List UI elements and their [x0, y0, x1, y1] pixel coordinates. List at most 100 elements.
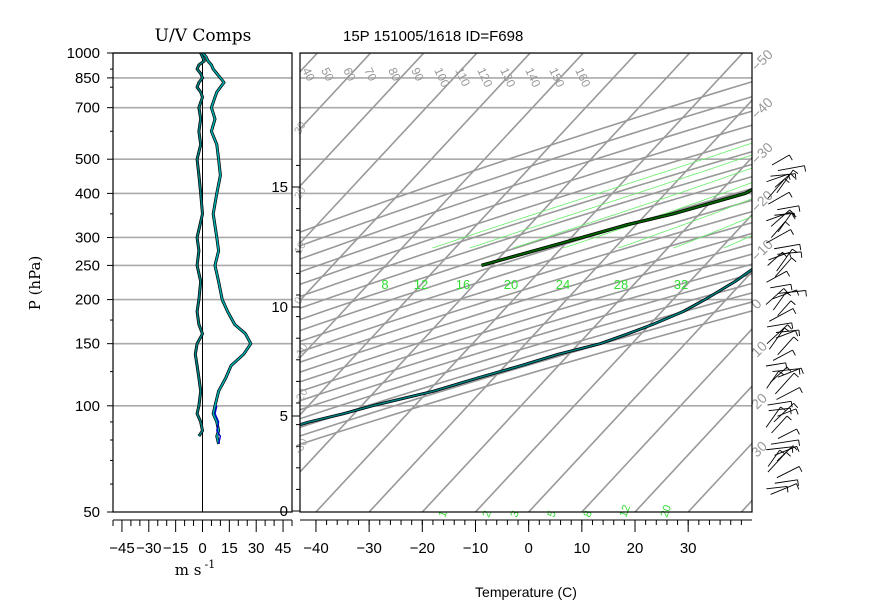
wind-barb [766, 211, 792, 222]
pressure-axis: 1000 850 700 500 400 300 250 200 150 100 50 [67, 45, 113, 521]
wind-barb [768, 251, 790, 261]
wind-barb [765, 288, 785, 305]
wind-barb [775, 330, 796, 339]
wind-barb [765, 362, 786, 367]
wind-barb-flag [788, 154, 793, 161]
wind-barb-flag [805, 290, 807, 297]
mixing-ratio-label: 28 [614, 277, 628, 292]
wind-barb-flag [790, 300, 796, 306]
uv-x-unit: m s [175, 561, 202, 579]
wind-barb-flag [790, 173, 796, 179]
skewt-dry-adiabat [300, 80, 752, 233]
mixing-ratio-label: 20 [504, 277, 518, 292]
skewt-dry-adiabat [300, 110, 752, 260]
wind-barb [768, 407, 791, 412]
uv-title: U/V Comps [155, 26, 252, 46]
wind-barb-flag [789, 209, 795, 215]
wind-barb-flag [780, 406, 786, 411]
mixing-ratio-label: 16 [456, 277, 470, 292]
wind-barb-flag [790, 401, 793, 408]
wind-barb [766, 446, 793, 451]
skewt-moist-adiabat [469, 154, 752, 249]
uv-series-line [194, 53, 206, 437]
pressure-tick-label: 250 [75, 257, 100, 274]
height-tick-label: 0 [280, 503, 288, 520]
temperature-axis-title: Temperature (C) [475, 584, 577, 600]
pressure-tick-label: 400 [75, 185, 100, 202]
skewt-isotherm [421, 156, 752, 512]
wind-barb-flag [785, 451, 791, 457]
uv-x-tick-label: 15 [221, 540, 238, 557]
wind-barb-flag [786, 270, 790, 277]
wind-barb [766, 322, 792, 328]
wind-barb [777, 408, 797, 417]
skewt-dry-adiabat [300, 124, 752, 273]
wind-barb [766, 173, 789, 183]
wind-barb [767, 400, 792, 406]
dry-adiabat-label: 40 [299, 65, 317, 83]
dry-adiabat-label: 100 [431, 65, 452, 89]
wind-barb [767, 451, 787, 473]
skewt-dry-adiabat [300, 95, 752, 247]
wind-barb [768, 191, 790, 205]
wind-barb [772, 349, 793, 361]
wind-barb [769, 327, 785, 350]
wind-barb-flag [798, 330, 800, 337]
dry-adiabat-label: 50 [318, 65, 336, 83]
wind-barb-flag [804, 165, 807, 172]
skewt-dry-adiabat [300, 187, 752, 332]
pressure-tick-label: 300 [75, 229, 100, 246]
dry-adiabat-label: 110 [452, 65, 473, 89]
wind-barb-flag [787, 324, 792, 330]
temperature-tick-label: −30 [356, 540, 381, 557]
wind-barbs [765, 154, 807, 495]
dry-adiabat-label: 150 [546, 65, 567, 89]
uv-x-tick-label: −30 [136, 540, 161, 557]
height-tick-label: 15 [271, 179, 288, 196]
skewt-mixing-ratio [770, 46, 875, 125]
pressure-tick-label: 850 [75, 70, 100, 87]
skewt-isotherm [300, 53, 585, 359]
skewt-isotherm [740, 499, 752, 512]
skewt-dry-adiabat [300, 243, 752, 383]
wind-barb [771, 154, 790, 166]
uv-x-tick-label: −15 [163, 540, 188, 557]
wind-barb [777, 367, 802, 378]
uv-x-tick-label: 45 [275, 540, 292, 557]
wind-barb-flag [796, 446, 800, 453]
skewt-isotherm [300, 53, 319, 73]
temperature-tick-label: −10 [463, 540, 488, 557]
temperature-tick-label: −40 [303, 540, 328, 557]
wind-barb [777, 300, 792, 317]
wind-barb-flag [796, 289, 800, 296]
wind-barb-flag [784, 221, 790, 226]
wind-barb-flag [798, 368, 801, 375]
skewt-isotherm [527, 270, 752, 512]
edge-label: -10 [292, 342, 310, 362]
wind-barb-flag [785, 291, 792, 297]
pressure-tick-label: 500 [75, 151, 100, 168]
skewt-dry-adiabat [300, 210, 752, 353]
wind-barb [776, 387, 800, 400]
skewt-dry-adiabat [300, 282, 752, 420]
dry-adiabat-label: 80 [385, 65, 403, 83]
uv-x-axis: −45 −30 −15 0 15 30 45 [109, 519, 293, 557]
wind-barb-flag [800, 367, 804, 374]
wind-barb-flag [795, 408, 799, 415]
wind-barb-flag [791, 212, 797, 218]
dry-adiabat-label: 140 [522, 65, 543, 89]
uv-series-group [193, 53, 253, 445]
uv-x-tick-label: 0 [198, 540, 206, 557]
height-axis: 0 5 10 15 [271, 164, 300, 520]
skewt-isotherm [300, 53, 691, 474]
wind-barb [776, 248, 793, 272]
skewt-isotherm [300, 53, 479, 245]
isotherm-label: 0 [748, 295, 765, 312]
skewt-isotherm [300, 53, 425, 188]
wind-barb [774, 445, 797, 456]
skewt-mixing-ratio [875, 46, 887, 125]
mixing-ratio-label: 24 [556, 277, 570, 292]
height-tick-label: 10 [271, 299, 288, 316]
skewt-dry-adiabat [300, 137, 752, 286]
edge-label: -20 [292, 387, 310, 407]
